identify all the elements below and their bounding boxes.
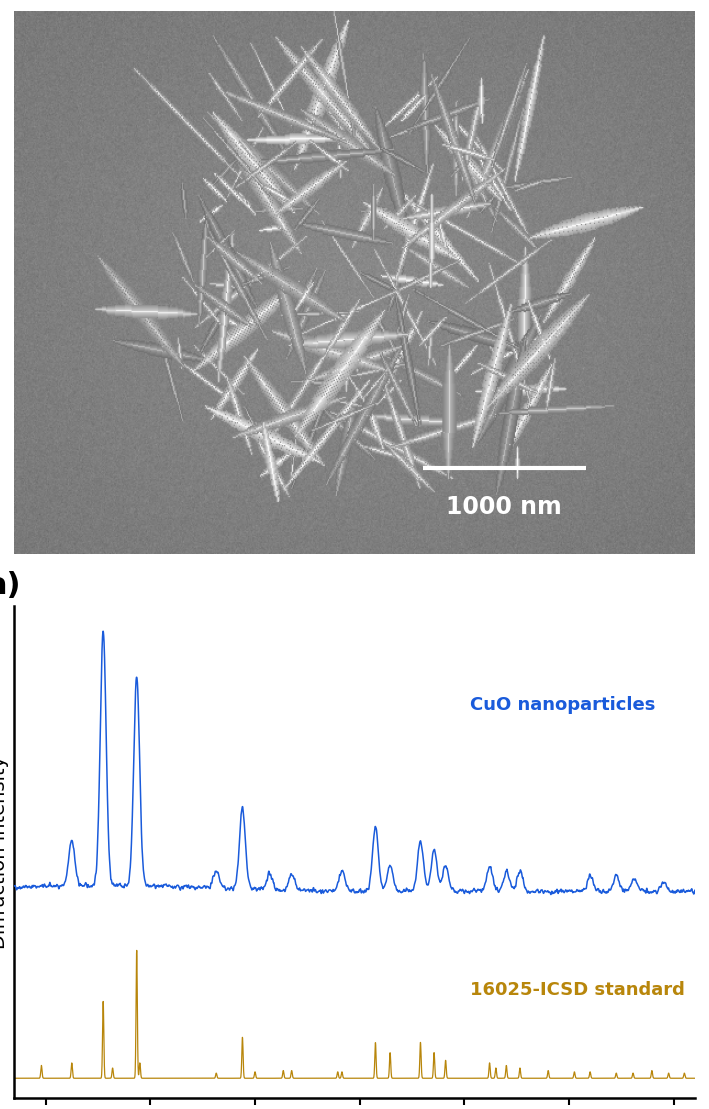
Text: a): a) — [0, 571, 21, 600]
Text: CuO nanoparticles: CuO nanoparticles — [470, 695, 656, 713]
Text: 16025-ICSD standard: 16025-ICSD standard — [470, 980, 685, 999]
Text: 1000 nm: 1000 nm — [447, 495, 562, 519]
Y-axis label: Diffraction intensity: Diffraction intensity — [0, 755, 9, 948]
